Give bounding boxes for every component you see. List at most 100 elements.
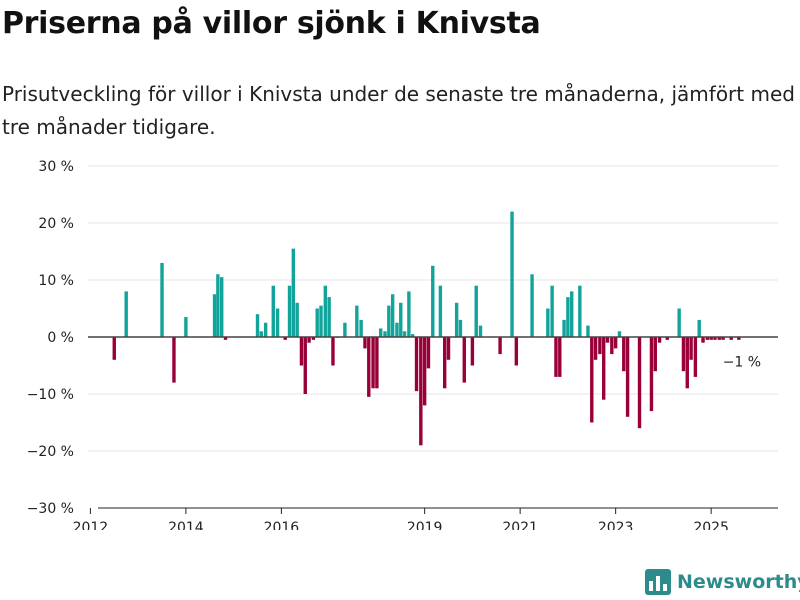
- y-tick-label: −30 %: [27, 501, 74, 517]
- bar: [442, 337, 447, 389]
- bar: [478, 325, 483, 337]
- bar: [355, 305, 359, 337]
- bar: [299, 337, 304, 366]
- annotations: −1 %: [720, 350, 767, 371]
- bar: [593, 337, 598, 360]
- page-title: Priserna på villor sjönk i Knivsta: [2, 6, 541, 41]
- bar: [462, 337, 466, 383]
- bar: [371, 337, 375, 389]
- bar: [622, 337, 626, 372]
- bar: [554, 337, 558, 377]
- page-subtitle: Prisutveckling för villor i Knivsta unde…: [2, 82, 795, 139]
- bar: [602, 337, 606, 400]
- bar: [717, 337, 721, 340]
- bar: [438, 285, 443, 337]
- bar: [510, 211, 514, 337]
- brand-logo: Newsworthy: [645, 566, 800, 598]
- bar: [390, 294, 395, 337]
- annotation-bg: [720, 350, 767, 371]
- x-tick-label: 2021: [502, 520, 538, 530]
- bar: [303, 337, 307, 394]
- bar: [458, 319, 463, 337]
- bar: [689, 337, 693, 360]
- bar: [701, 337, 705, 343]
- bar: [319, 305, 323, 337]
- bar: [637, 337, 642, 429]
- bar: [112, 337, 116, 360]
- x-tick-label: 2014: [168, 520, 204, 530]
- bar: [395, 322, 399, 337]
- bar: [283, 337, 287, 340]
- bar: [598, 337, 602, 355]
- bar: [375, 337, 379, 389]
- y-tick-label: −20 %: [27, 444, 74, 460]
- bar: [697, 319, 701, 337]
- bar: [220, 277, 224, 337]
- bar: [212, 294, 217, 337]
- bar: [570, 291, 574, 337]
- bar-chart-logo-icon: [645, 569, 671, 595]
- bar: [685, 337, 689, 389]
- bar: [514, 337, 519, 366]
- bar: [610, 337, 614, 355]
- bar: [454, 302, 459, 337]
- bar: [287, 285, 292, 337]
- bar: [315, 308, 319, 337]
- bar: [693, 337, 698, 377]
- y-tick-label: 0 %: [47, 330, 74, 346]
- bar: [367, 337, 371, 397]
- bar: [216, 274, 220, 337]
- bar: [402, 331, 407, 337]
- bar: [625, 337, 630, 417]
- bar: [263, 322, 268, 337]
- bar: [426, 337, 431, 369]
- bar: [446, 337, 451, 360]
- brand-name: Newsworthy: [677, 571, 800, 593]
- bar: [359, 319, 363, 337]
- x-axis: 2012 2014 2016 2019 2021 2023 2025: [73, 507, 778, 530]
- latest-value-label: −1 %: [723, 355, 761, 371]
- bar: [705, 337, 710, 340]
- bar: [590, 337, 594, 423]
- bar: [649, 337, 654, 412]
- bar: [379, 328, 383, 337]
- bar: [160, 262, 164, 337]
- bar: [605, 337, 610, 343]
- bar: [653, 337, 657, 372]
- bar: [411, 334, 415, 337]
- bar: [307, 337, 311, 343]
- bar: [677, 308, 681, 337]
- bar: [470, 337, 475, 366]
- bars: [112, 211, 741, 446]
- bar: [419, 337, 423, 446]
- bar: [184, 317, 188, 337]
- bar: [558, 337, 562, 377]
- bar: [566, 297, 570, 337]
- bar: [498, 337, 502, 355]
- bar: [399, 302, 403, 337]
- bar: [124, 291, 128, 337]
- bar: [363, 337, 367, 349]
- bar: [613, 337, 618, 349]
- bar: [431, 265, 435, 337]
- bar: [709, 337, 713, 340]
- bar: [550, 285, 554, 337]
- bar: [530, 274, 534, 337]
- bar: [414, 337, 419, 392]
- bar: [383, 331, 387, 337]
- y-tick-label: 20 %: [38, 216, 74, 232]
- bar: [223, 337, 228, 340]
- y-tick-labels: 30 % 20 % 10 % 0 % −10 % −20 % −30 %: [27, 159, 74, 517]
- bar: [387, 305, 391, 337]
- bar-chart: 30 %20 %10 %0 %−10 %−20 %−30 % 2012 2014 2…: [27, 159, 778, 530]
- bar: [721, 337, 725, 340]
- bar: [331, 337, 335, 366]
- bar: [295, 302, 299, 337]
- bar: [546, 308, 550, 337]
- bar: [562, 319, 566, 337]
- bar: [617, 331, 622, 337]
- bar: [665, 337, 669, 340]
- bar: [729, 337, 733, 340]
- bar: [271, 285, 275, 337]
- bar: [578, 285, 582, 337]
